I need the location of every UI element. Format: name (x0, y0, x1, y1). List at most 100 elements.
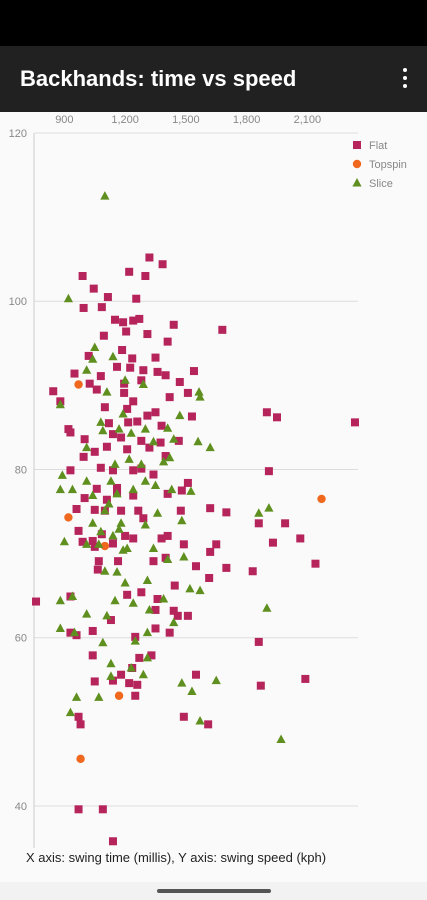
x-tick-label: 1,800 (233, 114, 261, 126)
data-point-slice (96, 417, 106, 426)
data-point-flat (70, 369, 79, 378)
data-point-flat (117, 506, 126, 515)
data-point-flat (90, 447, 99, 456)
data-point-flat (254, 637, 263, 646)
data-point-flat (161, 452, 170, 461)
data-point-flat (66, 466, 75, 475)
data-point-flat (177, 486, 186, 495)
data-point-slice (98, 637, 108, 647)
data-point-flat (66, 428, 75, 437)
data-point-slice (136, 459, 146, 468)
data-point-flat (108, 676, 117, 685)
data-point-slice (167, 484, 177, 494)
data-point-slice (69, 627, 80, 637)
data-point-flat (125, 679, 134, 688)
legend-label: Topspin (369, 159, 407, 171)
data-point-slice (126, 428, 136, 437)
data-point-slice (148, 543, 159, 553)
data-point-slice (185, 583, 195, 593)
x-tick-label: 1,500 (172, 114, 200, 126)
data-point-flat (94, 557, 103, 566)
home-gesture-handle[interactable] (157, 889, 271, 893)
data-point-flat (264, 467, 273, 476)
data-point-slice (57, 470, 67, 479)
data-point-slice (112, 567, 122, 576)
data-point-slice (138, 669, 148, 679)
data-point-flat (153, 595, 162, 604)
data-point-flat (153, 367, 162, 376)
data-point-flat (88, 536, 97, 545)
data-point-flat (119, 318, 128, 327)
data-point-flat (161, 371, 170, 380)
data-point-flat (169, 606, 178, 615)
data-point-slice (106, 671, 116, 680)
more-vert-icon[interactable] (397, 66, 413, 92)
data-point-flat (85, 379, 94, 388)
data-point-slice (82, 476, 92, 485)
data-point-flat (141, 272, 150, 280)
data-point-flat (49, 387, 58, 396)
data-point-slice (114, 524, 124, 533)
data-point-slice (59, 536, 69, 546)
data-point-flat (218, 325, 227, 334)
data-point-flat (104, 419, 113, 428)
data-point-flat (151, 353, 160, 362)
data-point-flat (132, 294, 141, 303)
data-point-slice (211, 675, 221, 685)
page-title: Backhands: time vs speed (20, 66, 297, 91)
data-point-flat (183, 388, 192, 397)
data-point-slice (82, 365, 92, 374)
data-point-slice (108, 351, 118, 361)
data-point-flat (76, 720, 85, 729)
data-point-slice (138, 379, 148, 389)
data-point-slice (195, 392, 205, 401)
data-point-flat (108, 430, 117, 439)
data-point-slice (124, 454, 134, 463)
data-point-flat (137, 376, 146, 385)
data-point-slice (130, 636, 140, 645)
data-point-flat (163, 489, 172, 498)
data-point-flat (124, 418, 133, 427)
data-point-slice (88, 490, 98, 500)
data-point-slice (106, 658, 116, 668)
data-point-slice (140, 476, 150, 485)
data-point-flat (179, 712, 188, 721)
data-point-slice (195, 585, 205, 595)
data-point-slice (106, 476, 116, 485)
data-point-slice (55, 484, 65, 494)
y-tick-label: 120 (9, 128, 27, 140)
data-point-slice (88, 518, 98, 527)
data-point-flat (117, 433, 126, 442)
data-point-flat (129, 491, 138, 500)
data-point-flat (175, 377, 184, 386)
data-point-slice (128, 598, 138, 607)
data-point-flat (296, 534, 305, 543)
data-point-slice (88, 354, 98, 363)
data-point-flat (145, 443, 154, 452)
data-point-flat (204, 720, 213, 729)
data-point-flat (273, 413, 281, 422)
data-point-flat (74, 712, 83, 721)
data-point-flat (93, 565, 102, 574)
data-point-slice (104, 498, 114, 508)
data-point-flat (350, 418, 359, 427)
data-point-flat (135, 314, 144, 323)
data-point-slice (71, 692, 82, 701)
data-point-flat (103, 293, 112, 302)
data-point-slice (94, 692, 104, 701)
status-bar (0, 0, 427, 46)
data-point-flat (143, 330, 152, 339)
data-point-flat (99, 331, 108, 340)
data-point-flat (90, 677, 99, 686)
data-point-topspin (317, 494, 326, 504)
data-point-slice (177, 678, 187, 687)
data-point-slice (67, 484, 78, 494)
data-point-flat (128, 354, 137, 363)
data-point-flat (123, 590, 132, 599)
data-point-flat (84, 351, 93, 360)
data-point-flat (78, 272, 87, 280)
data-point-flat (66, 628, 75, 637)
data-point-flat (80, 494, 89, 503)
data-point-slice (193, 436, 203, 446)
x-tick-label: 2,100 (294, 114, 322, 126)
